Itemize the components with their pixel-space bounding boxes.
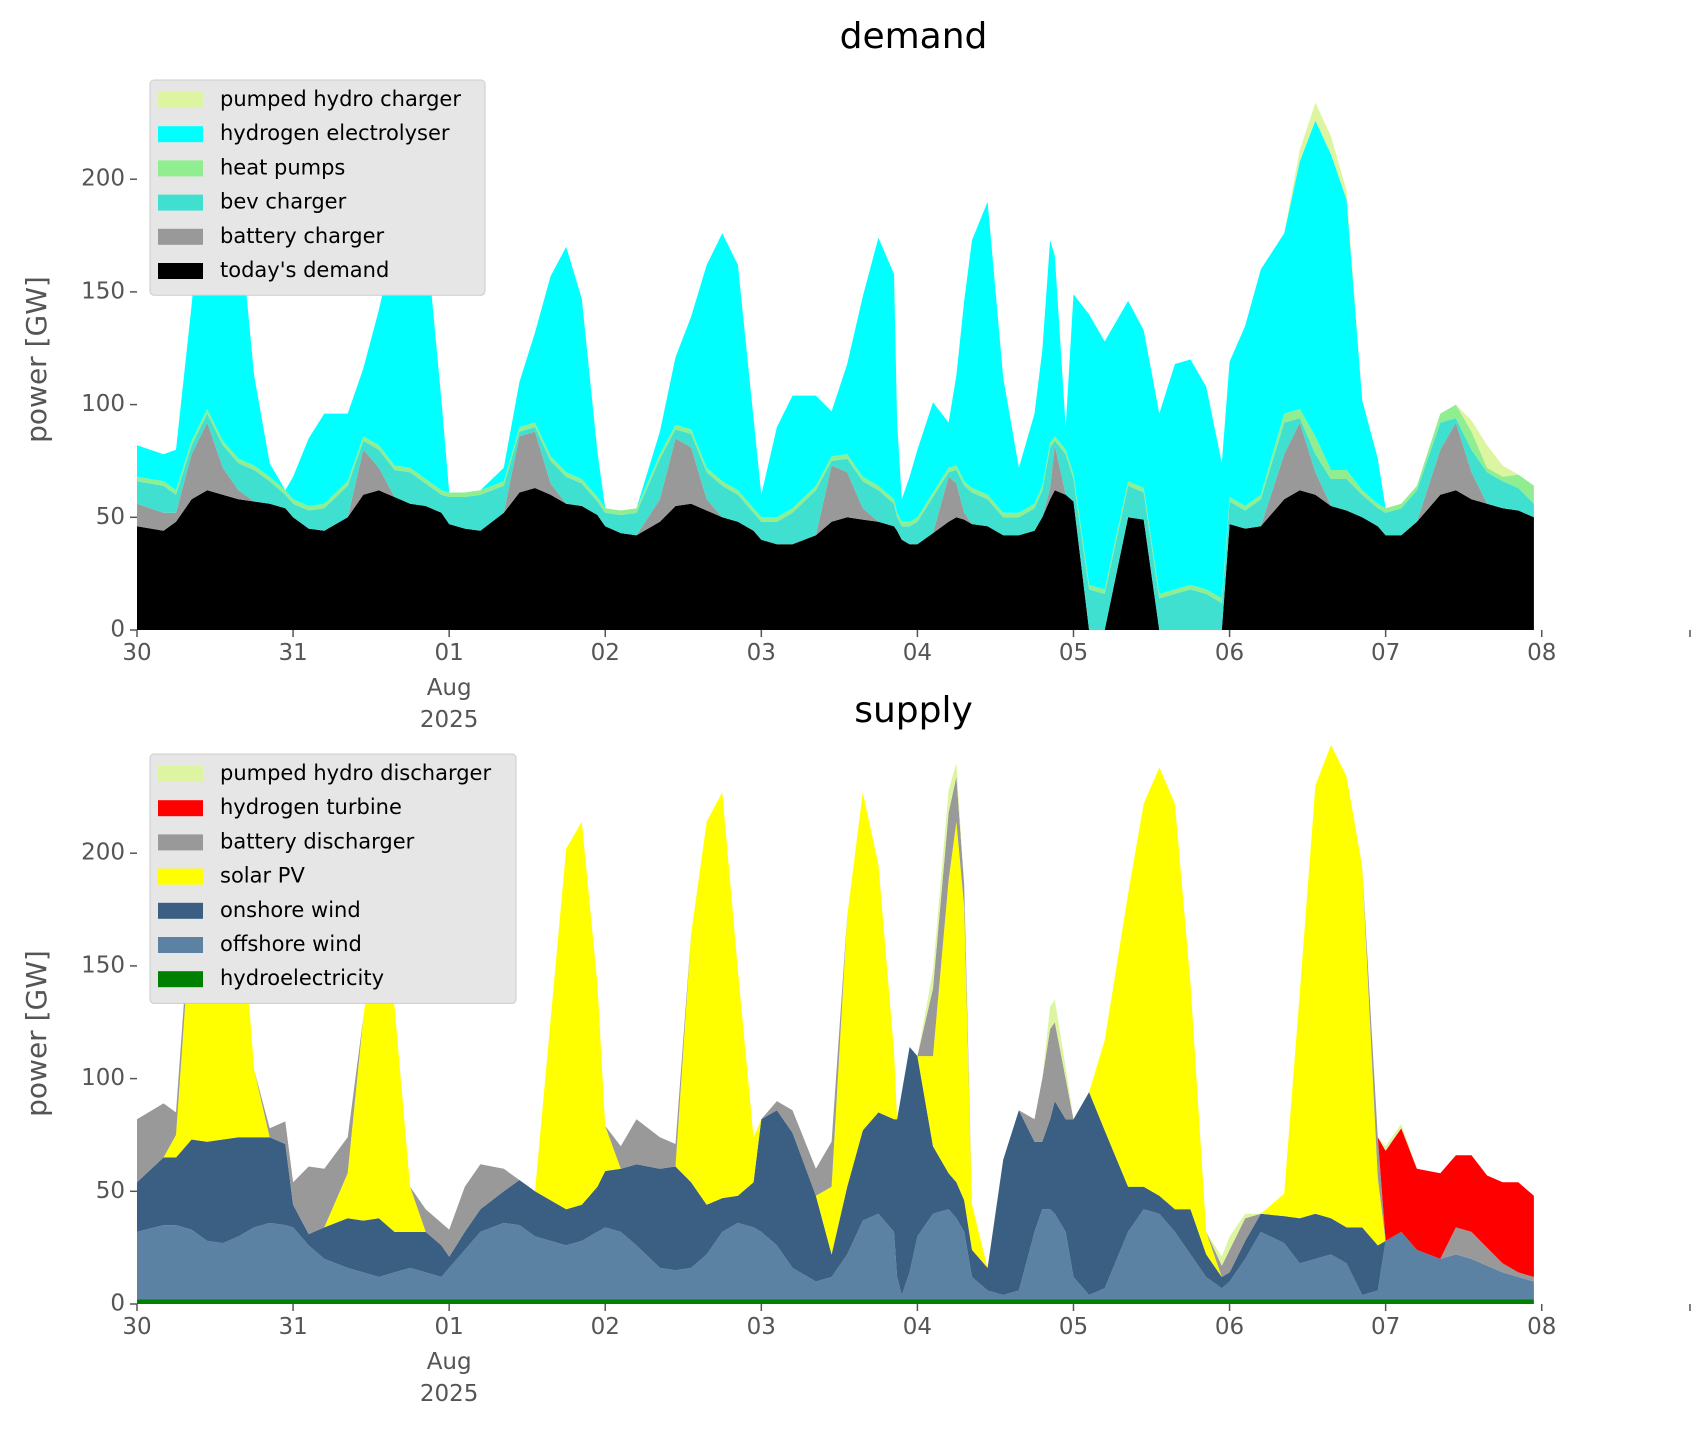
x-tick-sublabel: Aug [427, 675, 472, 701]
y-tick-label: 200 [81, 166, 125, 192]
x-tick-label: 03 [747, 1314, 776, 1340]
area-offshore-wind [137, 1209, 1534, 1300]
legend-swatch-hydrogen-electrolyser [158, 126, 203, 143]
x-tick-label: 05 [1059, 1314, 1088, 1340]
area-bev-charger [137, 413, 1534, 630]
legend-label-heat-pumps: heat pumps [220, 155, 345, 179]
legend-swatch-hydrogen-turbine [158, 800, 203, 817]
legend-swatch-today-s-demand [158, 263, 203, 279]
legend-swatch-pumped-hydro-charger [158, 92, 203, 108]
x-tick-label: 07 [1371, 640, 1400, 666]
x-tick-label: 07 [1371, 1314, 1400, 1340]
x-tick-label: 02 [591, 640, 620, 666]
legend-swatch-solar-pv [158, 868, 203, 885]
legend: pumped hydro discharger hydrogen turbine b… [149, 753, 517, 1004]
legend-label-battery-discharger: battery discharger [220, 829, 415, 853]
x-tick-sublabel: 2025 [420, 1381, 479, 1407]
x-tick-label: 01 [435, 1314, 464, 1340]
y-axis-label: power [GW] [20, 276, 53, 443]
area-solar-pv [137, 745, 1534, 1282]
legend-label-battery-charger: battery charger [220, 224, 385, 248]
x-tick-label: 02 [591, 1314, 620, 1340]
legend-label-pumped-hydro-charger: pumped hydro charger [220, 87, 461, 111]
legend: pumped hydro charger hydrogen electrolyse… [149, 79, 486, 296]
y-tick-label: 50 [96, 504, 125, 530]
legend-label-solar-pv: solar PV [220, 864, 305, 888]
x-tick-sublabel: Aug [427, 1349, 472, 1375]
legend-label-pumped-hydro-discharger: pumped hydro discharger [220, 761, 491, 785]
legend-label-bev-charger: bev charger [220, 190, 347, 214]
y-tick-label: 100 [81, 1065, 125, 1091]
chart-title: supply [854, 690, 973, 731]
y-tick-label: 150 [81, 952, 125, 978]
area-heat-pumps [137, 404, 1534, 603]
x-tick-label: 08 [1527, 1314, 1556, 1340]
legend-swatch-onshore-wind [158, 902, 203, 919]
x-tick-label: 01 [435, 640, 464, 666]
x-tick-label: 08 [1527, 640, 1556, 666]
chart-title: demand [840, 16, 988, 57]
y-axis-label: power [GW] [20, 950, 53, 1117]
x-tick-label: 03 [747, 640, 776, 666]
legend-swatch-hydroelectricity [158, 971, 203, 988]
legend-swatch-offshore-wind [158, 937, 203, 953]
legend-swatch-battery-charger [158, 228, 203, 245]
legend-frame [149, 753, 517, 1004]
x-tick-label: 05 [1059, 640, 1088, 666]
legend-swatch-bev-charger [158, 194, 203, 211]
x-tick-label: 06 [1215, 640, 1244, 666]
x-tick-label: 30 [122, 640, 151, 666]
y-tick-label: 150 [81, 278, 125, 304]
legend-label-hydroelectricity: hydroelectricity [220, 966, 384, 990]
legend-label-offshore-wind: offshore wind [220, 932, 362, 956]
area-hydrogen-turbine [137, 745, 1534, 1277]
y-tick-label: 0 [110, 1291, 125, 1317]
area-hydroelectricity [137, 1299, 1534, 1304]
y-tick-label: 100 [81, 391, 125, 417]
x-tick-label: 06 [1215, 1314, 1244, 1340]
legend-label-hydrogen-electrolyser: hydrogen electrolyser [220, 121, 450, 145]
legend-label-onshore-wind: onshore wind [220, 898, 361, 922]
legend-swatch-battery-discharger [158, 834, 203, 851]
x-tick-label: 04 [903, 640, 932, 666]
x-tick-label: 30 [122, 1314, 151, 1340]
y-tick-label: 0 [110, 617, 125, 643]
x-tick-label: 04 [903, 1314, 932, 1340]
area-onshore-wind [137, 1047, 1534, 1295]
legend-label-today-s-demand: today's demand [220, 258, 389, 282]
x-tick-label: 31 [278, 640, 307, 666]
legend-swatch-pumped-hydro-discharger [158, 766, 203, 782]
y-tick-label: 200 [81, 840, 125, 866]
x-tick-label: 31 [278, 1314, 307, 1340]
area-today-s-demand [137, 488, 1534, 630]
y-tick-label: 50 [96, 1178, 125, 1204]
x-tick-sublabel: 2025 [420, 707, 479, 733]
area-hydrogen-electrolyser [137, 120, 1534, 599]
legend-frame [149, 79, 486, 296]
legend-swatch-heat-pumps [158, 160, 203, 177]
legend-label-hydrogen-turbine: hydrogen turbine [220, 795, 402, 819]
